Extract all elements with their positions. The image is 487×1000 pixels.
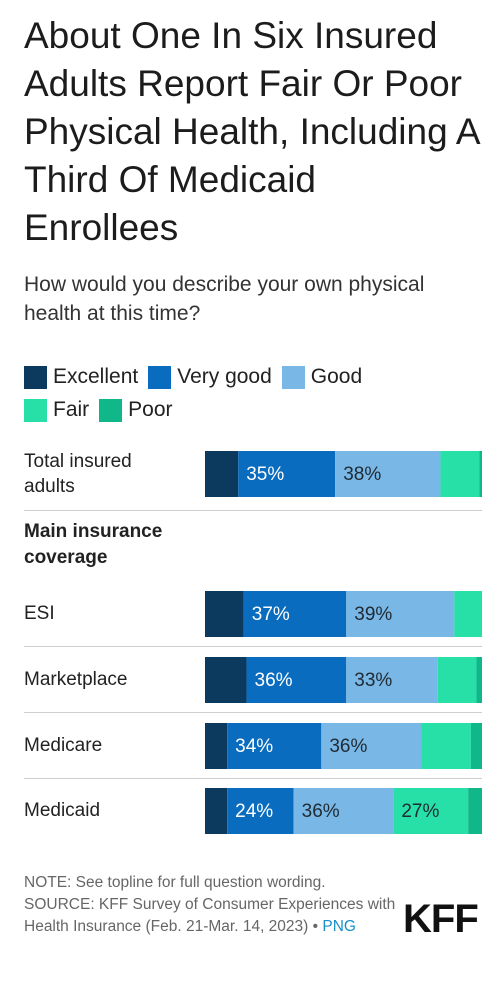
divider: [24, 712, 482, 713]
bar-segment-very-good: [227, 723, 322, 769]
bar-segment-good: [321, 723, 422, 769]
bar-segment-excellent: [205, 657, 247, 703]
legend-item-poor: Poor: [99, 398, 173, 422]
bar-segment-poor: [468, 788, 482, 834]
divider: [24, 778, 482, 779]
source-text: SOURCE: KFF Survey of Consumer Experienc…: [24, 894, 404, 938]
data-label: 27%: [401, 801, 439, 822]
legend-label-poor: Poor: [128, 398, 173, 421]
bar-segment-very-good: [238, 451, 336, 497]
data-label: 34%: [235, 736, 273, 757]
bar-segment-good: [346, 657, 438, 703]
row-label-esi: ESI: [24, 603, 55, 624]
data-label: 33%: [354, 670, 392, 691]
footer-notes: NOTE: See topline for full question word…: [24, 872, 404, 938]
legend-swatch-good: [281, 365, 305, 389]
legend-label-excellent: Excellent: [53, 365, 139, 388]
bar-segment-very-good: [246, 657, 347, 703]
bar-segment-excellent: [205, 451, 239, 497]
data-label: 35%: [246, 464, 284, 485]
bar-segment-excellent: [205, 723, 228, 769]
bar-segment-fair: [421, 723, 471, 769]
bar-segment-good: [346, 591, 455, 637]
kff-logo: KFF: [403, 897, 479, 941]
bar-segment-good: [335, 451, 441, 497]
legend-label-very-good: Very good: [177, 365, 272, 388]
source-label: SOURCE: KFF Survey of Consumer Experienc…: [24, 896, 396, 935]
bar-segment-excellent: [205, 788, 228, 834]
divider: [24, 646, 482, 647]
legend-swatch-fair: [24, 398, 47, 422]
legend-item-excellent: Excellent: [24, 365, 138, 389]
bar-segment-poor: [476, 657, 482, 703]
legend-label-good: Good: [310, 365, 363, 388]
bar-segment-fair: [454, 591, 482, 637]
data-label: 24%: [235, 801, 273, 822]
legend-row-1: Excellent Very good Good: [24, 365, 372, 389]
legend-item-very-good: Very good: [148, 365, 272, 389]
legend-row-2: Fair Poor: [24, 398, 183, 422]
legend-item-good: Good: [281, 365, 363, 389]
bar-segment-poor: [470, 723, 482, 769]
data-label: 36%: [302, 801, 340, 822]
row-label-medicaid: Medicaid: [24, 800, 101, 821]
row-label-line: adults: [24, 476, 75, 497]
bar-segment-excellent: [205, 591, 244, 637]
legend-label-fair: Fair: [53, 398, 90, 421]
row-label-medicare: Medicare: [24, 735, 103, 756]
row-label-line: Total insured: [24, 451, 132, 472]
data-label: 39%: [354, 604, 392, 625]
divider: [24, 510, 482, 511]
legend-swatch-very-good: [148, 365, 172, 389]
group-label-line: Main insurance: [24, 521, 163, 542]
bar-segment-fair: [440, 451, 480, 497]
group-label-line: coverage: [24, 547, 108, 568]
group-label-main-insurance: Main insurance coverage: [24, 519, 204, 571]
bar-segment-very-good: [243, 591, 347, 637]
bar-segment-good: [293, 788, 394, 834]
bar-segment-fair: [393, 788, 469, 834]
chart-subtitle: How would you describe your own physical…: [24, 273, 425, 325]
bar-segment-very-good: [227, 788, 294, 834]
bar-segment-fair: [437, 657, 477, 703]
legend-swatch-excellent: [24, 365, 47, 389]
bar-segment-poor: [479, 451, 482, 497]
row-label-total-insured-adults: Total insured adults: [24, 449, 199, 499]
legend-item-fair: Fair: [24, 398, 89, 422]
note-text: NOTE: See topline for full question word…: [24, 874, 326, 891]
row-label-marketplace: Marketplace: [24, 669, 128, 690]
png-download-link[interactable]: PNG: [322, 918, 356, 935]
data-label: 37%: [252, 604, 290, 625]
data-label: 36%: [329, 736, 367, 757]
data-label: 38%: [343, 464, 381, 485]
chart-title: About One In Six Insured Adults Report F…: [24, 15, 479, 248]
data-label: 36%: [255, 670, 293, 691]
legend-swatch-poor: [99, 398, 123, 422]
